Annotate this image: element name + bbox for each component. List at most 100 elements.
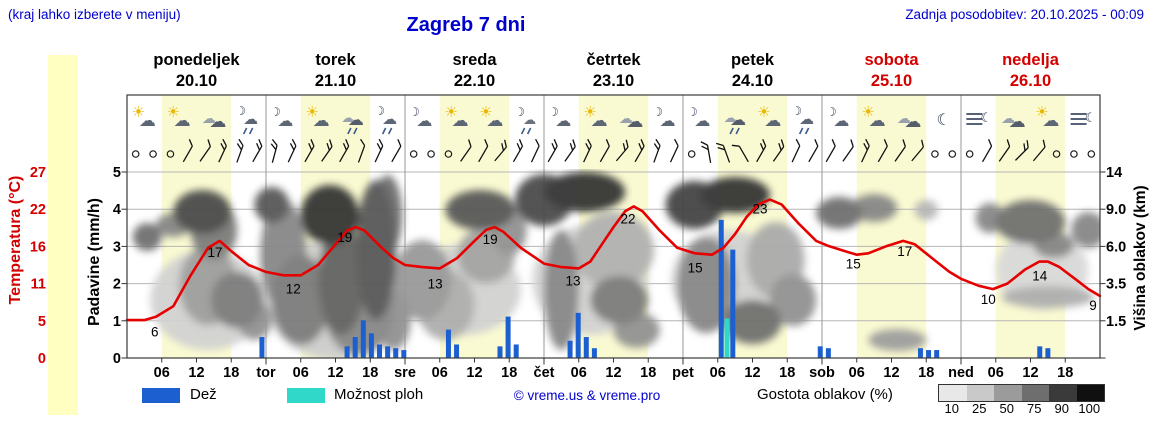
svg-text:5: 5 (113, 165, 121, 181)
svg-text:1: 1 (113, 314, 121, 330)
svg-text:3: 3 (113, 239, 121, 255)
svg-text:12: 12 (286, 281, 301, 296)
day-date: 22.10 (453, 72, 496, 90)
svg-text:☽: ☽ (826, 105, 837, 119)
rain-legend-label: Dež (190, 386, 217, 403)
svg-text:12: 12 (883, 365, 899, 381)
svg-text:☽: ☽ (374, 104, 385, 118)
shower-legend-swatch (287, 388, 325, 403)
day-name: torek (315, 51, 356, 69)
svg-text:12: 12 (188, 365, 204, 381)
svg-text:☁: ☁ (724, 111, 737, 126)
day-date: 26.10 (1009, 72, 1052, 90)
svg-text:☀: ☀ (479, 103, 492, 121)
x-axis-labels: 06 12 18 tor 06 12 18 sre 06 12 18 čet 06 12 18 pet 06 12… (154, 357, 1073, 381)
svg-text:☁: ☁ (486, 111, 503, 131)
svg-text:☾: ☾ (981, 111, 993, 126)
svg-text:☁: ☁ (209, 112, 226, 132)
svg-text:22: 22 (30, 202, 46, 218)
cloud-scale-value: 50 (999, 401, 1014, 416)
weather-icons-row: ☀☁ ☀☁ ☁☁☽☁ ☽☁ ☀☁ ☁☁ ☽☁ ☽☁ ☀☁ ☀☁ ☽☁☽☁ ☀☁ ☁☁ ☽☁ ☽☁ ☁☁ ☀☁ ☽☁… (132, 103, 1097, 135)
svg-text:☀: ☀ (132, 103, 145, 121)
svg-text:23: 23 (753, 202, 768, 217)
cloud-cover-layer (132, 172, 1100, 358)
svg-text:☽: ☽ (652, 105, 663, 119)
svg-text:11: 11 (31, 277, 46, 293)
cloud-scale-value: 100 (1078, 401, 1101, 416)
svg-text:☽: ☽ (687, 105, 698, 119)
day-name: ponedeljek (153, 51, 240, 69)
svg-text:06: 06 (293, 365, 309, 381)
svg-text:☾: ☾ (1085, 111, 1097, 126)
temperature-color-strip (48, 55, 78, 415)
day-header-sobota: sobota 25.10 (822, 50, 961, 92)
menu-hint: (kraj lahko izberete v meniju) (8, 7, 181, 22)
copyright-link[interactable]: © vreme.us & vreme.pro (513, 388, 661, 403)
svg-text:pet: pet (672, 365, 694, 381)
svg-text:18: 18 (779, 365, 795, 381)
svg-text:06: 06 (849, 365, 865, 381)
svg-text:☽: ☽ (791, 104, 802, 118)
day-header-torek: torek 21.10 (266, 50, 405, 92)
svg-text:18: 18 (501, 365, 517, 381)
cloud-scale-cell (1049, 385, 1077, 401)
svg-text:☁: ☁ (764, 111, 781, 131)
svg-text:3.5: 3.5 (1106, 277, 1126, 293)
svg-text:☁: ☁ (591, 111, 608, 131)
svg-text:06: 06 (988, 365, 1004, 381)
svg-text:15: 15 (846, 257, 861, 272)
svg-text:2: 2 (113, 277, 121, 293)
rain-legend-swatch (142, 388, 180, 403)
cloud-density-scale-values: 10 25 50 75 90 100 (938, 401, 1104, 416)
svg-text:06: 06 (710, 365, 726, 381)
svg-text:☀: ☀ (861, 103, 874, 121)
cloud-scale-value: 90 (1054, 401, 1069, 416)
svg-text:22: 22 (620, 211, 635, 226)
svg-text:18: 18 (918, 365, 934, 381)
svg-text:15: 15 (688, 261, 703, 276)
svg-text:☁: ☁ (523, 113, 536, 128)
svg-text:4: 4 (113, 202, 121, 218)
cloud-density-scale (938, 384, 1105, 402)
svg-text:☽: ☽ (270, 105, 281, 119)
svg-text:☁: ☁ (313, 111, 330, 131)
cloud-scale-value: 25 (972, 401, 987, 416)
day-name: sobota (864, 51, 919, 69)
svg-text:06: 06 (154, 365, 170, 381)
wind-barbs-row (131, 138, 1096, 163)
svg-text:18: 18 (223, 365, 239, 381)
svg-text:10: 10 (981, 292, 996, 307)
svg-text:☀: ☀ (444, 103, 457, 121)
svg-text:☁: ☁ (1001, 111, 1015, 127)
day-name: četrtek (586, 51, 641, 69)
svg-text:ned: ned (948, 365, 974, 381)
page-title: Zagreb 7 dni (406, 14, 526, 36)
svg-text:☁: ☁ (341, 111, 354, 126)
svg-text:1.5: 1.5 (1106, 314, 1126, 330)
svg-text:☁: ☁ (694, 111, 710, 130)
svg-text:☁: ☁ (869, 111, 886, 131)
last-update-label: Zadnja posodobitev: 20.10.2025 - 00:09 (905, 7, 1144, 22)
svg-text:☁: ☁ (555, 111, 571, 130)
svg-text:☁: ☁ (660, 111, 676, 130)
day-date: 24.10 (731, 72, 774, 90)
svg-text:19: 19 (483, 232, 498, 247)
svg-text:12: 12 (466, 365, 482, 381)
svg-text:14: 14 (1032, 269, 1048, 284)
cloud-scale-value: 10 (944, 401, 959, 416)
day-header-petek: petek 24.10 (683, 50, 822, 92)
svg-text:☾: ☾ (936, 110, 950, 129)
svg-text:17: 17 (897, 244, 912, 259)
svg-text:17: 17 (208, 245, 223, 260)
svg-text:☀: ☀ (757, 103, 770, 121)
cloud-density-legend-label: Gostota oblakov (%) (757, 386, 893, 403)
svg-text:sre: sre (394, 365, 416, 381)
svg-text:9: 9 (1089, 298, 1097, 313)
svg-text:☁: ☁ (626, 112, 643, 132)
svg-text:☁: ☁ (799, 110, 814, 128)
svg-text:13: 13 (428, 276, 443, 291)
svg-text:☁: ☁ (1042, 111, 1059, 131)
day-date: 23.10 (592, 72, 635, 90)
